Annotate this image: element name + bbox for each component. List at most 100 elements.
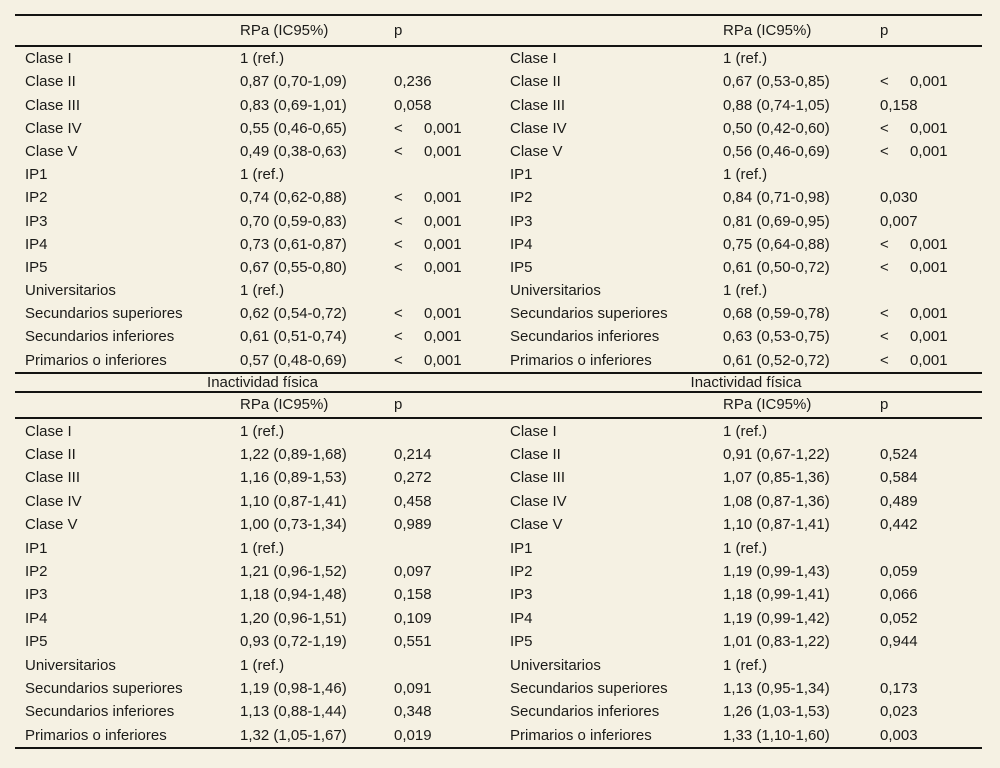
table-top-body: Clase I 1 (ref.) Clase I 1 (ref.) Clase II 0,… [15,47,982,372]
p-value-cell: <0,001 [880,119,948,137]
rpa-value-cell: 0,56 (0,46-0,69) [723,142,830,160]
table-row: Clase II 1,22 (0,89-1,68) 0,214 Clase II 0,9… [15,443,982,466]
row-label-cell: IP4 [25,609,48,627]
table-row: Clase IV 0,55 (0,46-0,65) <0,001 Clase IV 0,… [15,117,982,140]
row-label-cell: IP5 [510,633,533,651]
rpa-value-cell: 1,26 (1,03-1,53) [723,703,830,721]
table-row: Clase III 1,16 (0,89-1,53) 0,272 Clase III 1… [15,466,982,489]
p-value-cell: 0,097 [394,562,432,580]
table-row: IP1 1 (ref.) IP1 1 (ref.) [15,536,982,559]
table-row: IP3 1,18 (0,94-1,48) 0,158 IP3 1,18 (0,99-1,… [15,583,982,606]
row-label-cell: IP5 [25,633,48,651]
row-label-cell: Clase II [25,445,76,463]
table-top-header-row: RPa (IC95%) p RPa (IC95%) p [15,16,982,45]
rpa-value-cell: 1,18 (0,99-1,41) [723,586,830,604]
p-value-cell: <0,001 [394,119,462,137]
p-value-cell: <0,001 [394,235,462,253]
less-than-sign: < [394,328,403,346]
header-rule [15,44,982,48]
row-label-cell: Primarios o inferiores [25,351,167,369]
rpa-value-cell: 1,18 (0,94-1,48) [240,586,347,604]
p-value-cell: 0,584 [880,469,918,487]
row-label-cell: Clase V [510,142,563,160]
p-value-cell: <0,001 [394,305,462,323]
rpa-value-cell: 1,21 (0,96-1,52) [240,562,347,580]
table-row: Clase III 0,83 (0,69-1,01) 0,058 Clase III 0… [15,93,982,116]
p-value-cell: 0,524 [880,445,918,463]
rpa-value-cell: 0,62 (0,54-0,72) [240,305,347,323]
p-value-cell: <0,001 [394,328,462,346]
less-than-sign: < [394,351,403,369]
less-than-sign: < [880,119,889,137]
col-header-p-right: p [880,21,889,39]
col-header-rpa-left: RPa (IC95%) [240,396,329,414]
table-row: Clase I 1 (ref.) Clase I 1 (ref.) [15,47,982,70]
table-row: Clase I 1 (ref.) Clase I 1 (ref.) [15,419,982,442]
row-label-cell: Primarios o inferiores [510,726,652,744]
row-label-cell: Clase IV [510,119,567,137]
p-value-cell: <0,001 [880,328,948,346]
rpa-value-cell: 0,74 (0,62-0,88) [240,189,347,207]
less-than-sign: < [880,305,889,323]
rpa-value-cell: 0,61 (0,51-0,74) [240,328,347,346]
p-value-cell: 0,058 [394,96,432,114]
rpa-value-cell: 1 (ref.) [723,539,768,557]
rpa-value-cell: 1 (ref.) [240,166,285,184]
row-label-cell: Secundarios superiores [25,305,183,323]
p-value-cell: <0,001 [880,258,948,276]
row-label-cell: IP4 [510,609,533,627]
row-label-cell: Secundarios superiores [25,679,183,697]
row-label-cell: IP1 [510,166,533,184]
row-label-cell: Clase IV [25,119,82,137]
rpa-value-cell: 1,20 (0,96-1,51) [240,609,347,627]
rpa-value-cell: 1 (ref.) [723,50,768,68]
table-row: Universitarios 1 (ref.) Universitarios 1 (r… [15,279,982,302]
less-than-sign: < [394,142,403,160]
p-value-cell: 0,023 [880,703,918,721]
rpa-value-cell: 0,84 (0,71-0,98) [723,189,830,207]
table-row: IP3 0,70 (0,59-0,83) <0,001 IP3 0,81 (0,69-0… [15,209,982,232]
header-rule [15,416,982,420]
rpa-value-cell: 0,49 (0,38-0,63) [240,142,347,160]
table-row: Universitarios 1 (ref.) Universitarios 1 (r… [15,653,982,676]
rpa-value-cell: 0,68 (0,59-0,78) [723,305,830,323]
rpa-value-cell: 1,19 (0,99-1,42) [723,609,830,627]
rpa-value-cell: 0,57 (0,48-0,69) [240,351,347,369]
rpa-value-cell: 1,10 (0,87-1,41) [723,516,830,534]
p-value-cell: <0,001 [394,142,462,160]
rpa-value-cell: 0,67 (0,53-0,85) [723,73,830,91]
p-value-cell: 0,489 [880,492,918,510]
section-title-row: Inactividad física Inactividad física [15,374,982,391]
section-title-right: Inactividad física [690,374,802,392]
table-row: Secundarios superiores 0,62 (0,54-0,72) <0… [15,302,982,325]
rpa-value-cell: 1 (ref.) [723,656,768,674]
title-rule [15,391,982,393]
less-than-sign: < [394,212,403,230]
row-label-cell: Clase I [25,50,72,68]
p-value-cell: 0,348 [394,703,432,721]
table-row: IP2 0,74 (0,62-0,88) <0,001 IP2 0,84 (0,71-0… [15,186,982,209]
rpa-value-cell: 0,83 (0,69-1,01) [240,96,347,114]
table-inactividad-fisica: Inactividad física Inactividad física RP… [15,374,982,750]
rpa-value-cell: 0,87 (0,70-1,09) [240,73,347,91]
rpa-value-cell: 1,08 (0,87-1,36) [723,492,830,510]
row-label-cell: Clase I [510,50,557,68]
p-value-cell: 0,091 [394,679,432,697]
row-label-cell: Clase I [25,422,72,440]
rpa-value-cell: 1,10 (0,87-1,41) [240,492,347,510]
row-label-cell: Universitarios [25,656,116,674]
table-row: Clase V 1,00 (0,73-1,34) 0,989 Clase V 1,10 … [15,513,982,536]
less-than-sign: < [880,235,889,253]
p-value-cell: 0,066 [880,586,918,604]
row-label-cell: Secundarios inferiores [510,328,660,346]
section-divider-rule [15,371,982,375]
rpa-value-cell: 1 (ref.) [240,656,285,674]
rpa-value-cell: 0,88 (0,74-1,05) [723,96,830,114]
col-header-p-left: p [394,21,403,39]
p-value-cell: 0,551 [394,633,432,651]
rpa-value-cell: 1,19 (0,99-1,43) [723,562,830,580]
row-label-cell: Secundarios inferiores [25,328,175,346]
p-value-cell: 0,158 [394,586,432,604]
p-value-cell: 0,458 [394,492,432,510]
rpa-value-cell: 0,70 (0,59-0,83) [240,212,347,230]
